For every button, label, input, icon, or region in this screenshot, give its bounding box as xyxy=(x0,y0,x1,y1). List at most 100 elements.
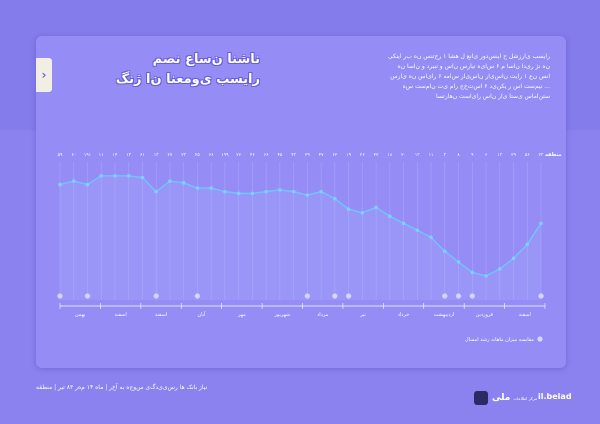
top-value-label: ۲۲ xyxy=(374,153,379,158)
data-point xyxy=(346,207,351,211)
top-value-label: ۱۳ xyxy=(154,152,159,158)
series-line xyxy=(59,175,542,277)
top-value-label: ۱۴ xyxy=(113,153,118,158)
description: رایسب ی‌ارزشل ح اینس‌دور ی‌انع ل هشا ۱ ر… xyxy=(340,52,550,102)
top-value-label: ۶۶ xyxy=(264,153,269,158)
top-value-label: ۸ xyxy=(457,153,460,158)
brand-logo: ملی مرکز اطلاعات xyxy=(474,390,539,406)
logo-icon xyxy=(474,391,488,405)
data-point xyxy=(388,214,392,219)
page-title: ناشنا ن‌ساع نصم رایسب ی‌ومعنا ن‌ا ژنگ xyxy=(60,50,260,90)
data-point xyxy=(113,174,117,178)
data-point xyxy=(140,175,145,180)
top-value-label: ۶۶ xyxy=(209,153,214,158)
data-point xyxy=(333,196,337,201)
data-point xyxy=(497,267,502,271)
month-label: اسفند xyxy=(155,312,167,318)
data-point xyxy=(484,274,488,278)
data-point xyxy=(126,174,131,178)
data-point xyxy=(415,228,420,233)
top-value-label: ۶۲ xyxy=(332,153,337,158)
data-point xyxy=(250,191,255,196)
series-area xyxy=(60,175,541,300)
data-point xyxy=(209,186,213,190)
top-value-label: ۱۳ xyxy=(497,152,502,158)
data-point xyxy=(401,221,406,226)
logo-text: ملی xyxy=(492,393,511,403)
month-label: اسفند xyxy=(519,312,531,318)
data-point xyxy=(278,188,282,192)
data-point xyxy=(429,235,433,240)
data-point xyxy=(319,189,323,194)
top-value-label: ۶۱ xyxy=(140,153,145,158)
description-line: ‌ستن‌اماس ‌ی‌ستا ی‌ار ن‌اس ر‌ای‌است ن‌ها… xyxy=(436,93,550,100)
event-marker xyxy=(153,293,160,299)
event-marker xyxy=(538,293,544,299)
data-point xyxy=(539,221,543,226)
data-point xyxy=(470,270,475,275)
event-marker xyxy=(194,293,201,299)
data-point xyxy=(360,210,365,215)
top-value-label: ۹ xyxy=(471,153,474,158)
chart-card: › ناشنا ن‌ساع نصم رایسب ی‌ومعنا ن‌ا ژنگ … xyxy=(36,36,566,368)
event-marker xyxy=(345,293,352,299)
title-line-2: رایسب ی‌ومعنا ن‌ا ژنگ xyxy=(115,72,260,87)
data-point xyxy=(181,181,186,185)
data-point xyxy=(525,242,530,247)
top-value-label: ۱۳ xyxy=(415,152,420,158)
top-value-label: ۲۶ xyxy=(236,153,241,158)
top-value-label: ۲۵ xyxy=(195,153,200,158)
top-value-label: ۲۷ xyxy=(168,153,173,158)
top-right-label: منطقه xyxy=(545,152,562,158)
top-value-label: ۲۶ xyxy=(360,153,365,158)
event-marker xyxy=(469,293,476,299)
event-marker xyxy=(84,293,91,299)
top-value-label: ۲۰ xyxy=(401,153,406,158)
top-value-label: ۱۹ xyxy=(346,153,351,158)
top-value-label: ۱۸ xyxy=(387,153,392,158)
event-marker xyxy=(304,293,311,299)
data-point xyxy=(99,174,104,178)
event-marker xyxy=(331,293,338,299)
event-marker xyxy=(455,293,462,299)
month-label: اردیبهشت xyxy=(434,312,455,318)
month-label: خرداد xyxy=(398,312,410,318)
top-value-label: ۵۹ xyxy=(58,153,63,158)
top-value-label: ۴۶ xyxy=(250,153,255,158)
month-label: فروردین xyxy=(476,312,494,318)
top-value-label: ۴۵ xyxy=(277,153,282,158)
data-point xyxy=(154,189,158,194)
collapse-button[interactable]: › xyxy=(36,58,52,92)
top-value-label: ۴۳ xyxy=(291,152,296,158)
top-value-label: ۶ xyxy=(485,153,487,158)
data-point xyxy=(58,182,62,187)
top-value-label: ۵۶ xyxy=(525,153,530,158)
top-value-label: ۴۷ xyxy=(319,153,324,158)
month-label: مهر xyxy=(237,312,246,318)
data-point xyxy=(305,193,310,197)
data-point xyxy=(443,249,447,254)
data-point xyxy=(456,260,461,264)
footer-caption: نیاز بانک ها ر‌س‌ی‌ی‌د‌گ‌ی س‌و‌ج‌ه به آخ… xyxy=(36,384,208,391)
top-value-label: ۱۹۹ xyxy=(221,153,229,158)
top-value-label: ۲۳ xyxy=(181,152,186,158)
top-value-label: ۲۳ xyxy=(539,152,544,158)
month-label: آبان xyxy=(197,311,206,318)
top-value-label: ۱۳ xyxy=(126,152,131,158)
data-point xyxy=(195,186,200,190)
data-point xyxy=(291,189,296,194)
top-value-label: ۳ xyxy=(444,152,447,158)
description-line: رایسب ی‌ارزشل ح اینس‌دور ی‌انع ل هشا ۱ ر… xyxy=(388,53,550,60)
data-point xyxy=(168,179,172,183)
event-marker xyxy=(57,293,63,299)
top-value-label: ۱۱ xyxy=(99,153,104,158)
legend-marker xyxy=(537,336,543,342)
data-point xyxy=(511,256,516,261)
top-value-label: ۲۹ xyxy=(511,153,516,158)
source-link[interactable]: il.belad xyxy=(538,392,572,401)
data-point xyxy=(374,205,378,210)
data-point xyxy=(223,189,227,194)
data-point xyxy=(236,191,241,196)
top-value-label: ۱۱ xyxy=(429,153,434,158)
description-line: ... نیم‌ست اس ر یکن‌ی‌د ۶ اس‌ت‌خ‌ج ر‌ام … xyxy=(402,83,550,90)
